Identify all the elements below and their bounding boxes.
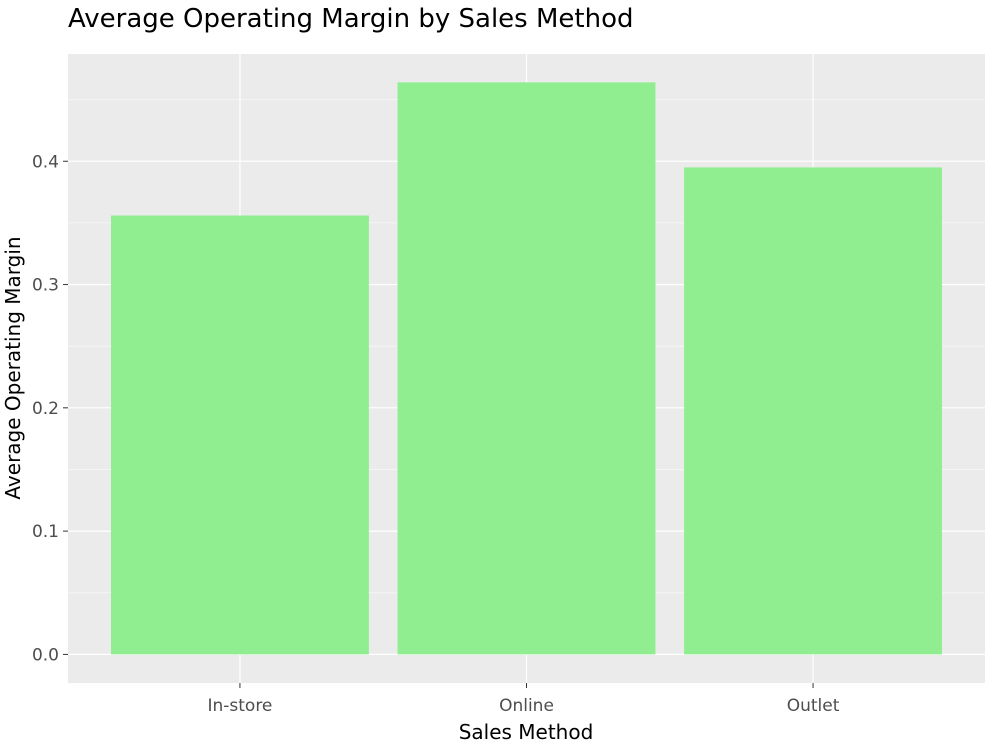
y-tick-label: 0.1 bbox=[32, 522, 59, 542]
y-tick-label: 0.2 bbox=[32, 399, 59, 419]
x-tick-label: Outlet bbox=[787, 696, 840, 716]
bars-group bbox=[110, 82, 943, 655]
y-tick-label: 0.3 bbox=[32, 276, 59, 296]
x-axis-ticks: In-store Online Outlet bbox=[207, 683, 840, 716]
x-tick-label: Online bbox=[499, 696, 554, 716]
x-tick-label: In-store bbox=[207, 696, 272, 716]
y-tick-label: 0.4 bbox=[32, 152, 59, 172]
chart-title: Average Operating Margin by Sales Method bbox=[68, 4, 634, 34]
x-axis-title: Sales Method bbox=[459, 720, 594, 744]
y-tick-label: 0.0 bbox=[32, 645, 59, 665]
bar-online bbox=[397, 82, 656, 655]
bar-outlet bbox=[684, 167, 943, 655]
y-axis-ticks: 0.0 0.1 0.2 0.3 0.4 bbox=[32, 152, 68, 665]
y-axis-title: Average Operating Margin bbox=[1, 236, 25, 499]
bar-in-store bbox=[110, 215, 369, 655]
